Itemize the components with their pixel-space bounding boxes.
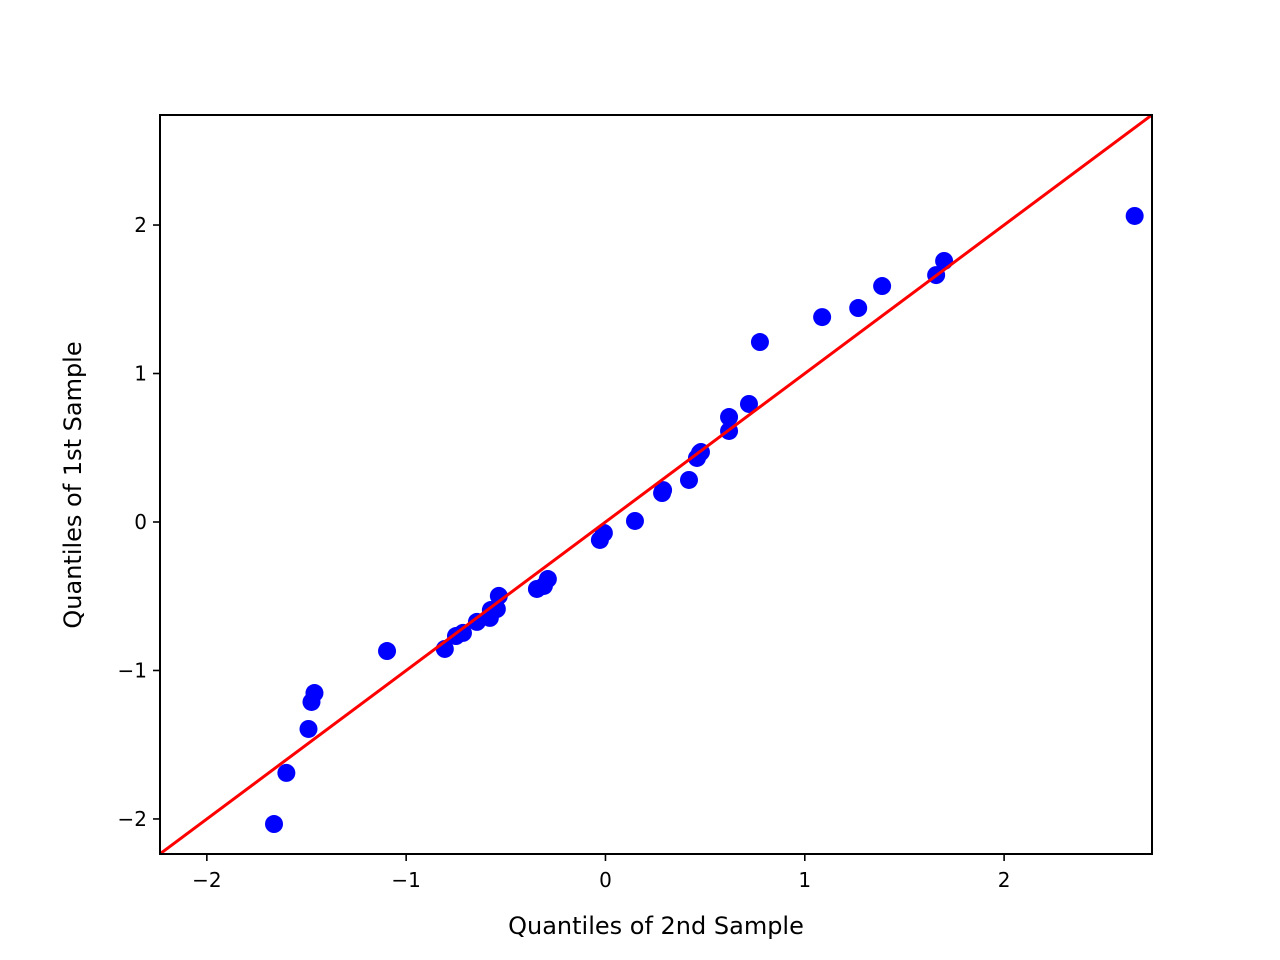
x-tick-label: 1: [798, 868, 811, 892]
data-point: [538, 570, 557, 589]
x-tick-label: −1: [391, 868, 420, 892]
y-tick-label: 1: [134, 362, 147, 386]
x-axis-label: Quantiles of 2nd Sample: [508, 912, 804, 940]
reference-line: [160, 115, 1152, 854]
y-axis-label: Quantiles of 1st Sample: [59, 341, 87, 628]
data-point: [679, 470, 698, 489]
data-point: [935, 251, 954, 270]
data-point: [378, 642, 397, 661]
data-point: [305, 684, 324, 703]
x-tick-label: 2: [998, 868, 1011, 892]
data-point: [265, 815, 284, 834]
data-point: [299, 719, 318, 738]
y-tick-label: −2: [118, 807, 147, 831]
y-tick-label: 2: [134, 213, 147, 237]
data-point: [453, 623, 472, 642]
data-point: [594, 523, 613, 542]
data-point: [489, 586, 508, 605]
data-point: [720, 408, 739, 427]
x-tick-label: 0: [599, 868, 612, 892]
data-point: [277, 763, 296, 782]
data-point: [813, 308, 832, 327]
data-point: [654, 481, 673, 500]
data-point: [625, 511, 644, 530]
data-point: [1125, 206, 1144, 225]
axes-frame: [159, 114, 1153, 855]
y-tick-label: 0: [134, 510, 147, 534]
data-point: [739, 394, 758, 413]
y-tick-label: −1: [118, 658, 147, 682]
data-point: [849, 299, 868, 318]
axes: −2 −1 0 1 2 −2 −1 0 1 2: [118, 114, 1153, 892]
plot-area: [160, 115, 1152, 854]
data-point: [750, 333, 769, 352]
x-tick-label: −2: [192, 868, 221, 892]
data-point: [873, 277, 892, 296]
